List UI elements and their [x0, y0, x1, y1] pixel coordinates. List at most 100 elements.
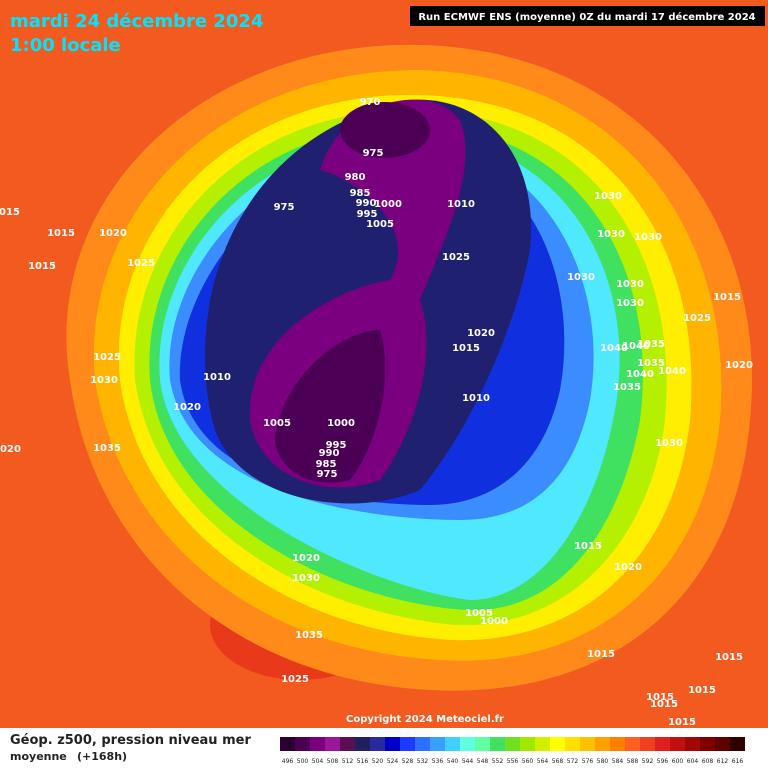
isobar-label: 1005 [465, 608, 493, 619]
colorbar-swatch [295, 737, 310, 751]
colorbar-label: 616 [732, 758, 744, 765]
isobar-label: 1040 [600, 343, 628, 354]
legend-subtitle: moyenne [10, 750, 67, 763]
colorbar-swatch [580, 737, 595, 751]
colorbar-swatch [670, 737, 685, 751]
isobar-label: 1025 [683, 313, 711, 324]
date-title: mardi 24 décembre 2024 [10, 11, 263, 32]
isobar-label: 995 [326, 440, 347, 451]
isobar-label: 975 [363, 148, 384, 159]
colorbar-label: 496 [282, 758, 294, 765]
colorbar-label: 500 [297, 758, 309, 765]
colorbar-swatch [385, 737, 400, 751]
colorbar-label: 588 [627, 758, 639, 765]
isobar-label: 1030 [634, 232, 662, 243]
isobar-label: 1020 [99, 228, 127, 239]
colorbar-swatch [430, 737, 445, 751]
colorbar-label: 544 [462, 758, 474, 765]
isobar-label: 1015 [713, 292, 741, 303]
copyright: Copyright 2024 Meteociel.fr [346, 714, 504, 725]
colorbar-swatch [460, 737, 475, 751]
isobar-label: 1000 [374, 199, 402, 210]
colorbar-label: 508 [327, 758, 339, 765]
colorbar-swatch [565, 737, 580, 751]
isobar-label: 1030 [616, 298, 644, 309]
colorbar: 496 500 504 508 512 516 520 524 528 532 536 540 544 5… [280, 737, 745, 765]
time-title: 1:00 locale [10, 35, 121, 56]
colorbar-swatch [700, 737, 715, 751]
isobar-label: 1035 [637, 358, 665, 369]
colorbar-swatch [445, 737, 460, 751]
isobar-label: 1010 [447, 199, 475, 210]
colorbar-label: 556 [507, 758, 519, 765]
isobar-label: 990 [356, 198, 377, 209]
isobar-label: 985 [316, 459, 337, 470]
isobar-label: 1030 [597, 229, 625, 240]
colorbar-swatch [280, 737, 295, 751]
isobar-label: 980 [345, 172, 366, 183]
isobar-label: 1025 [442, 252, 470, 263]
colorbar-label: 564 [537, 758, 549, 765]
isobar-label: 1020 [467, 328, 495, 339]
isobar-label: 1015 [650, 699, 678, 710]
colorbar-swatch [550, 737, 565, 751]
isobar-label: 975 [317, 469, 338, 480]
isobar-label: 975 [274, 202, 295, 213]
colorbar-label: 548 [477, 758, 489, 765]
isobar-label: 1030 [567, 272, 595, 283]
isobar-label: 990 [319, 448, 340, 459]
colorbar-swatch [535, 737, 550, 751]
isobar-label: 1015 [47, 228, 75, 239]
isobar-label: 1015 [574, 541, 602, 552]
isobar-label: 1015 [452, 343, 480, 354]
colorbar-swatch [490, 737, 505, 751]
isobar-label: 1030 [292, 573, 320, 584]
colorbar-swatch [340, 737, 355, 751]
isobar-label: 1015 [587, 649, 615, 660]
colorbar-swatch [625, 737, 640, 751]
colorbar-swatch [355, 737, 370, 751]
isobar-label: 985 [350, 188, 371, 199]
colorbar-label: 516 [357, 758, 369, 765]
isobar-label: 1020 [725, 360, 753, 371]
isobar-label: 1040 [658, 366, 686, 377]
isobar-label: 1030 [616, 279, 644, 290]
run-box [410, 6, 765, 26]
isobar-label: 1015 [28, 261, 56, 272]
colorbar-swatch [730, 737, 745, 751]
colorbar-swatch [715, 737, 730, 751]
isobar-label: 1010 [203, 372, 231, 383]
isobar-label: 1005 [263, 418, 291, 429]
isobar-label: 1020 [0, 444, 21, 455]
colorbar-swatch [595, 737, 610, 751]
run-info: Run ECMWF ENS (moyenne) 0Z du mardi 17 d… [418, 11, 755, 23]
isobar-label: 1035 [637, 339, 665, 350]
colorbar-label: 576 [582, 758, 594, 765]
isobar-label: 970 [360, 97, 381, 108]
isobar-label: 1010 [462, 393, 490, 404]
isobar-label: 1035 [93, 443, 121, 454]
colorbar-swatch [310, 737, 325, 751]
isobar-label: 1020 [292, 553, 320, 564]
legend-title: Géop. z500, pression niveau mer [10, 733, 251, 748]
colorbar-label: 552 [492, 758, 504, 765]
colorbar-label: 604 [687, 758, 699, 765]
colorbar-label: 560 [522, 758, 534, 765]
isobar-label: 1025 [127, 258, 155, 269]
colorbar-swatch [505, 737, 520, 751]
isobar-label: 1025 [281, 674, 309, 685]
isobar-label: 1015 [688, 685, 716, 696]
isobar-label: 1020 [173, 402, 201, 413]
isobar-label: 1035 [295, 630, 323, 641]
isobar-label: 1030 [594, 191, 622, 202]
isobar-label: 995 [357, 209, 378, 220]
colorbar-label: 592 [642, 758, 654, 765]
colorbar-swatch [655, 737, 670, 751]
isobar-label: 1015 [646, 692, 674, 703]
colorbar-label: 532 [417, 758, 429, 765]
colorbar-swatch [370, 737, 385, 751]
isobar-label: 1030 [655, 438, 683, 449]
colorbar-label: 540 [447, 758, 459, 765]
